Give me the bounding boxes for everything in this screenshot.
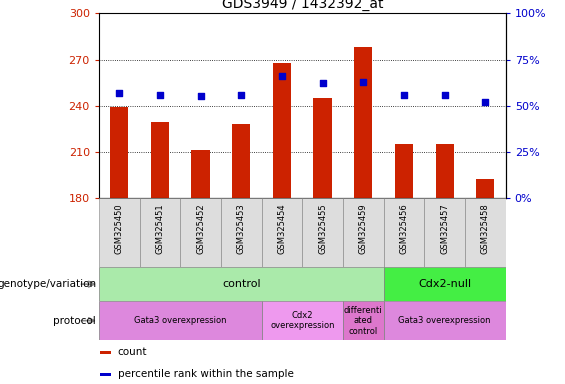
Bar: [99, 198, 140, 267]
Bar: [354, 47, 372, 198]
Text: Gata3 overexpression: Gata3 overexpression: [398, 316, 491, 325]
Text: Cdx2-null: Cdx2-null: [418, 279, 471, 289]
Bar: [101, 351, 111, 354]
Bar: [436, 144, 454, 198]
Text: GSM325457: GSM325457: [440, 203, 449, 254]
Text: protocol: protocol: [53, 316, 96, 326]
Bar: [262, 198, 302, 267]
Bar: [302, 198, 343, 267]
Bar: [262, 301, 343, 340]
Point: [155, 91, 164, 98]
Bar: [232, 124, 250, 198]
Title: GDS3949 / 1432392_at: GDS3949 / 1432392_at: [221, 0, 383, 11]
Bar: [476, 179, 494, 198]
Bar: [192, 150, 210, 198]
Text: GSM325450: GSM325450: [115, 203, 124, 254]
Bar: [395, 144, 413, 198]
Text: Gata3 overexpression: Gata3 overexpression: [134, 316, 227, 325]
Bar: [343, 301, 384, 340]
Bar: [99, 301, 262, 340]
Text: control: control: [222, 279, 260, 289]
Bar: [221, 198, 262, 267]
Point: [237, 91, 246, 98]
Bar: [343, 198, 384, 267]
Bar: [101, 373, 111, 376]
Point: [440, 91, 449, 98]
Bar: [99, 267, 384, 301]
Point: [481, 99, 490, 105]
Bar: [110, 107, 128, 198]
Text: GSM325456: GSM325456: [399, 203, 408, 254]
Text: genotype/variation: genotype/variation: [0, 279, 96, 289]
Point: [318, 80, 327, 86]
Text: GSM325459: GSM325459: [359, 203, 368, 254]
Point: [196, 93, 205, 99]
Bar: [180, 198, 221, 267]
Bar: [465, 198, 506, 267]
Bar: [384, 267, 506, 301]
Point: [115, 89, 124, 96]
Text: differenti
ated
control: differenti ated control: [344, 306, 383, 336]
Point: [359, 79, 368, 85]
Bar: [273, 63, 291, 198]
Bar: [424, 198, 465, 267]
Text: count: count: [118, 347, 147, 357]
Text: GSM325453: GSM325453: [237, 203, 246, 254]
Bar: [140, 198, 180, 267]
Text: Cdx2
overexpression: Cdx2 overexpression: [270, 311, 334, 330]
Text: GSM325454: GSM325454: [277, 203, 286, 254]
Point: [277, 73, 286, 79]
Text: GSM325455: GSM325455: [318, 203, 327, 254]
Bar: [314, 98, 332, 198]
Text: GSM325452: GSM325452: [196, 203, 205, 254]
Text: percentile rank within the sample: percentile rank within the sample: [118, 369, 293, 379]
Text: GSM325451: GSM325451: [155, 203, 164, 254]
Bar: [384, 301, 506, 340]
Point: [399, 91, 408, 98]
Bar: [151, 122, 169, 198]
Bar: [384, 198, 424, 267]
Text: GSM325458: GSM325458: [481, 203, 490, 254]
